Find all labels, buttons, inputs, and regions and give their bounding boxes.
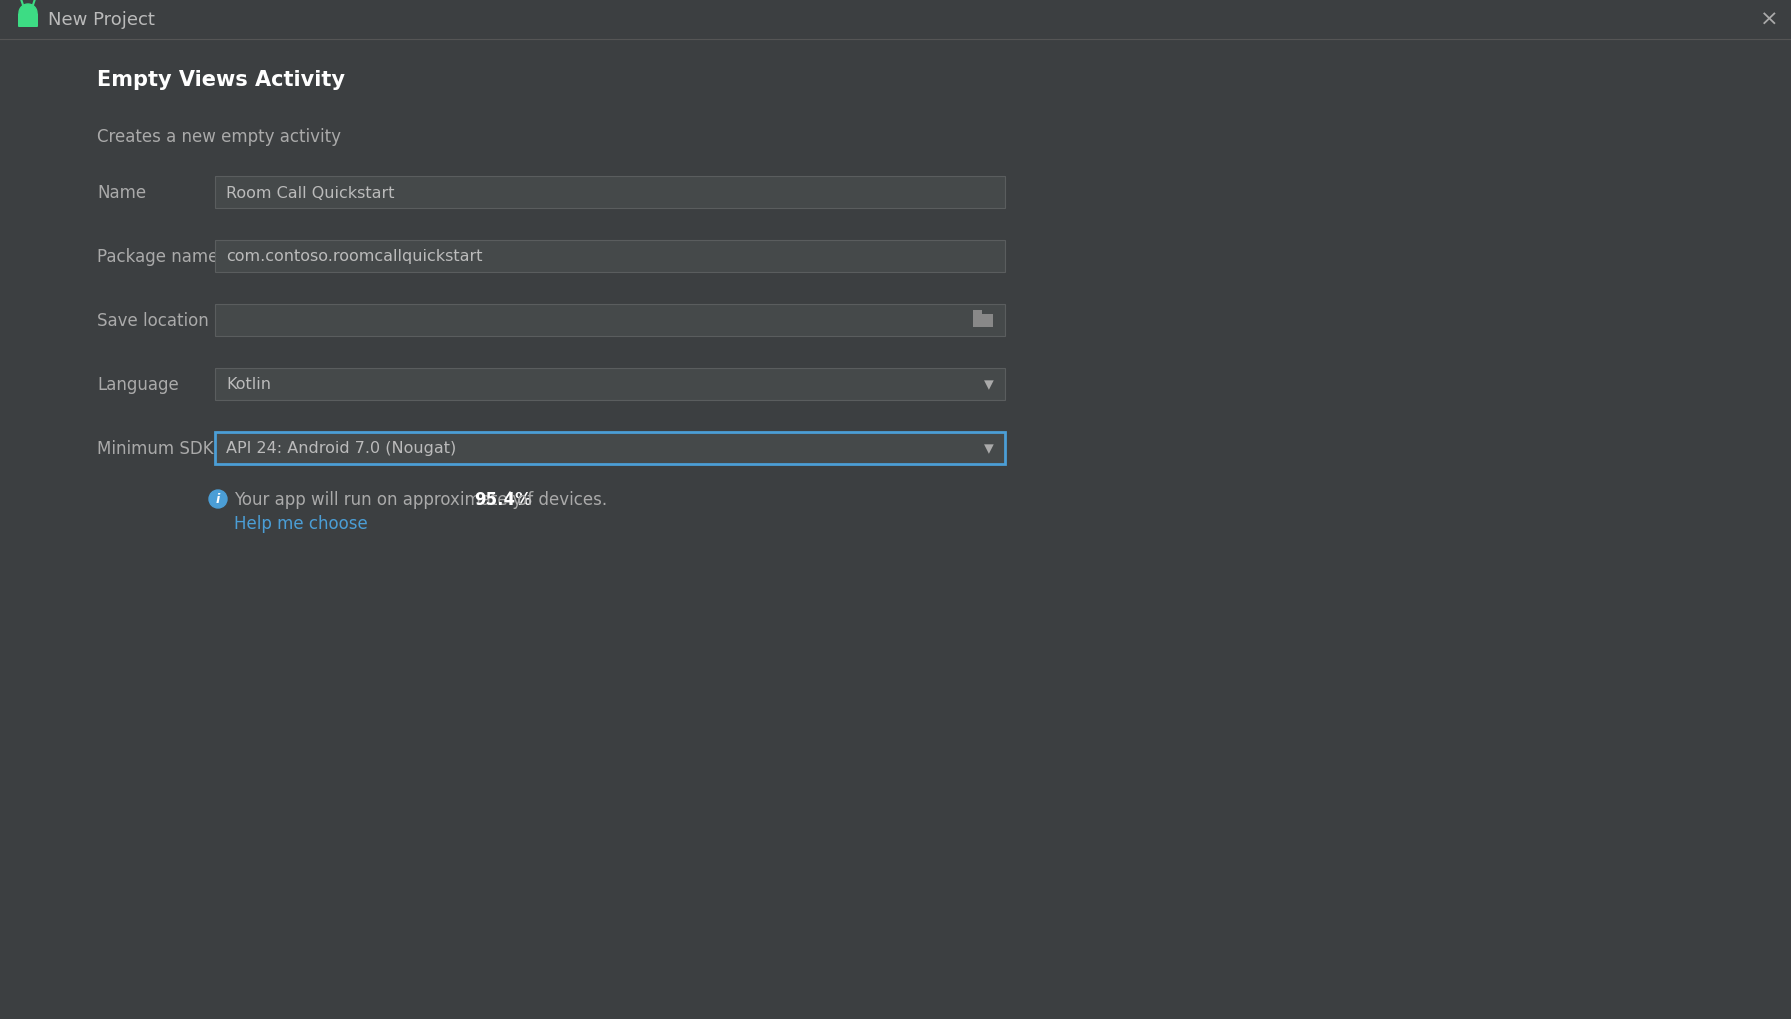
- Bar: [215, 240, 1005, 273]
- Text: Minimum SDK: Minimum SDK: [97, 439, 213, 458]
- Text: Language: Language: [97, 376, 179, 393]
- Text: ▾: ▾: [983, 439, 994, 459]
- Text: Room Call Quickstart: Room Call Quickstart: [226, 185, 394, 201]
- Text: Empty Views Activity: Empty Views Activity: [97, 70, 346, 90]
- Text: Name: Name: [97, 183, 147, 202]
- Bar: [215, 433, 1005, 465]
- Text: ×: ×: [1761, 10, 1778, 30]
- Text: Kotlin: Kotlin: [226, 377, 270, 392]
- Bar: [215, 369, 1005, 400]
- FancyBboxPatch shape: [18, 14, 38, 28]
- Text: Creates a new empty activity: Creates a new empty activity: [97, 127, 340, 146]
- Circle shape: [210, 490, 227, 508]
- Polygon shape: [20, 5, 38, 14]
- Text: Help me choose: Help me choose: [235, 515, 367, 533]
- Bar: [973, 311, 981, 316]
- Text: com.contoso.roomcallquickstart: com.contoso.roomcallquickstart: [226, 250, 482, 264]
- Text: API 24: Android 7.0 (Nougat): API 24: Android 7.0 (Nougat): [226, 441, 457, 457]
- Text: Your app will run on approximately: Your app will run on approximately: [235, 490, 527, 508]
- Bar: [0, 0, 1791, 40]
- Text: ▾: ▾: [983, 375, 994, 394]
- Text: i: i: [217, 493, 220, 506]
- Bar: [215, 177, 1005, 209]
- Text: 95.4%: 95.4%: [475, 490, 532, 508]
- Text: of devices.: of devices.: [512, 490, 607, 508]
- Text: Save location: Save location: [97, 312, 210, 330]
- Bar: [973, 315, 992, 328]
- Bar: [215, 305, 1005, 336]
- Text: New Project: New Project: [48, 11, 154, 29]
- Text: Package name: Package name: [97, 248, 219, 266]
